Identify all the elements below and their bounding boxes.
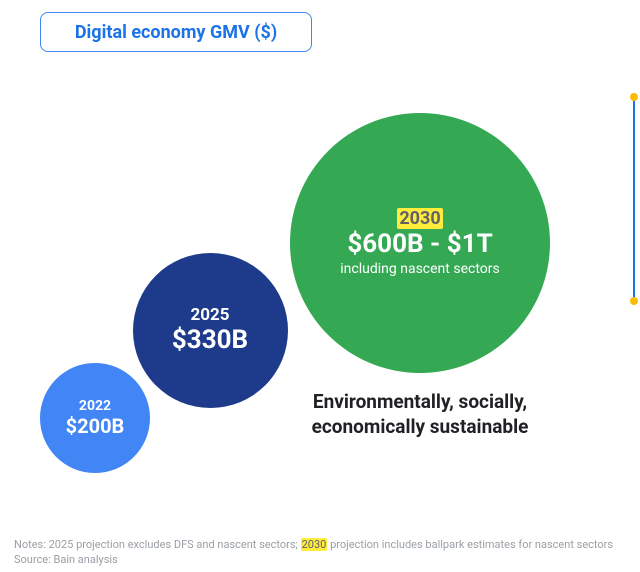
chart-title-pill: Digital economy GMV ($)	[40, 12, 312, 52]
bubble-2022-value: $200B	[66, 414, 125, 438]
bubble-2022-year: 2022	[79, 398, 111, 414]
connector-dot-bottom	[630, 297, 638, 305]
bubble-2022: 2022 $200B	[40, 363, 150, 473]
sustainability-caption: Environmentally, socially, economically …	[300, 390, 540, 439]
footnote-line1-pre: Notes: 2025 projection excludes DFS and …	[14, 538, 301, 551]
bubble-2025-year: 2025	[190, 305, 229, 325]
footnotes: Notes: 2025 projection excludes DFS and …	[14, 538, 613, 568]
bubble-2030-value: $600B - $1T	[347, 229, 492, 259]
chart-title-text: Digital economy GMV ($)	[75, 22, 277, 43]
footnote-line1-highlight: 2030	[301, 538, 328, 551]
bubble-2030-year: 2030	[397, 208, 442, 229]
connector-dot-top	[630, 93, 638, 101]
bubble-2025-value: $330B	[172, 325, 248, 355]
bubble-2030: 2030 $600B - $1T including nascent secto…	[290, 113, 550, 373]
connector-line	[633, 97, 635, 301]
footnote-line1-post: projection includes ballpark estimates f…	[327, 538, 613, 551]
footnote-line2: Source: Bain analysis	[14, 553, 613, 568]
bubble-2030-year-highlight: 2030	[397, 208, 442, 229]
bubble-2025: 2025 $330B	[133, 253, 288, 408]
footnote-line1: Notes: 2025 projection excludes DFS and …	[14, 538, 613, 553]
bubble-2030-subtext: including nascent sectors	[322, 261, 517, 278]
